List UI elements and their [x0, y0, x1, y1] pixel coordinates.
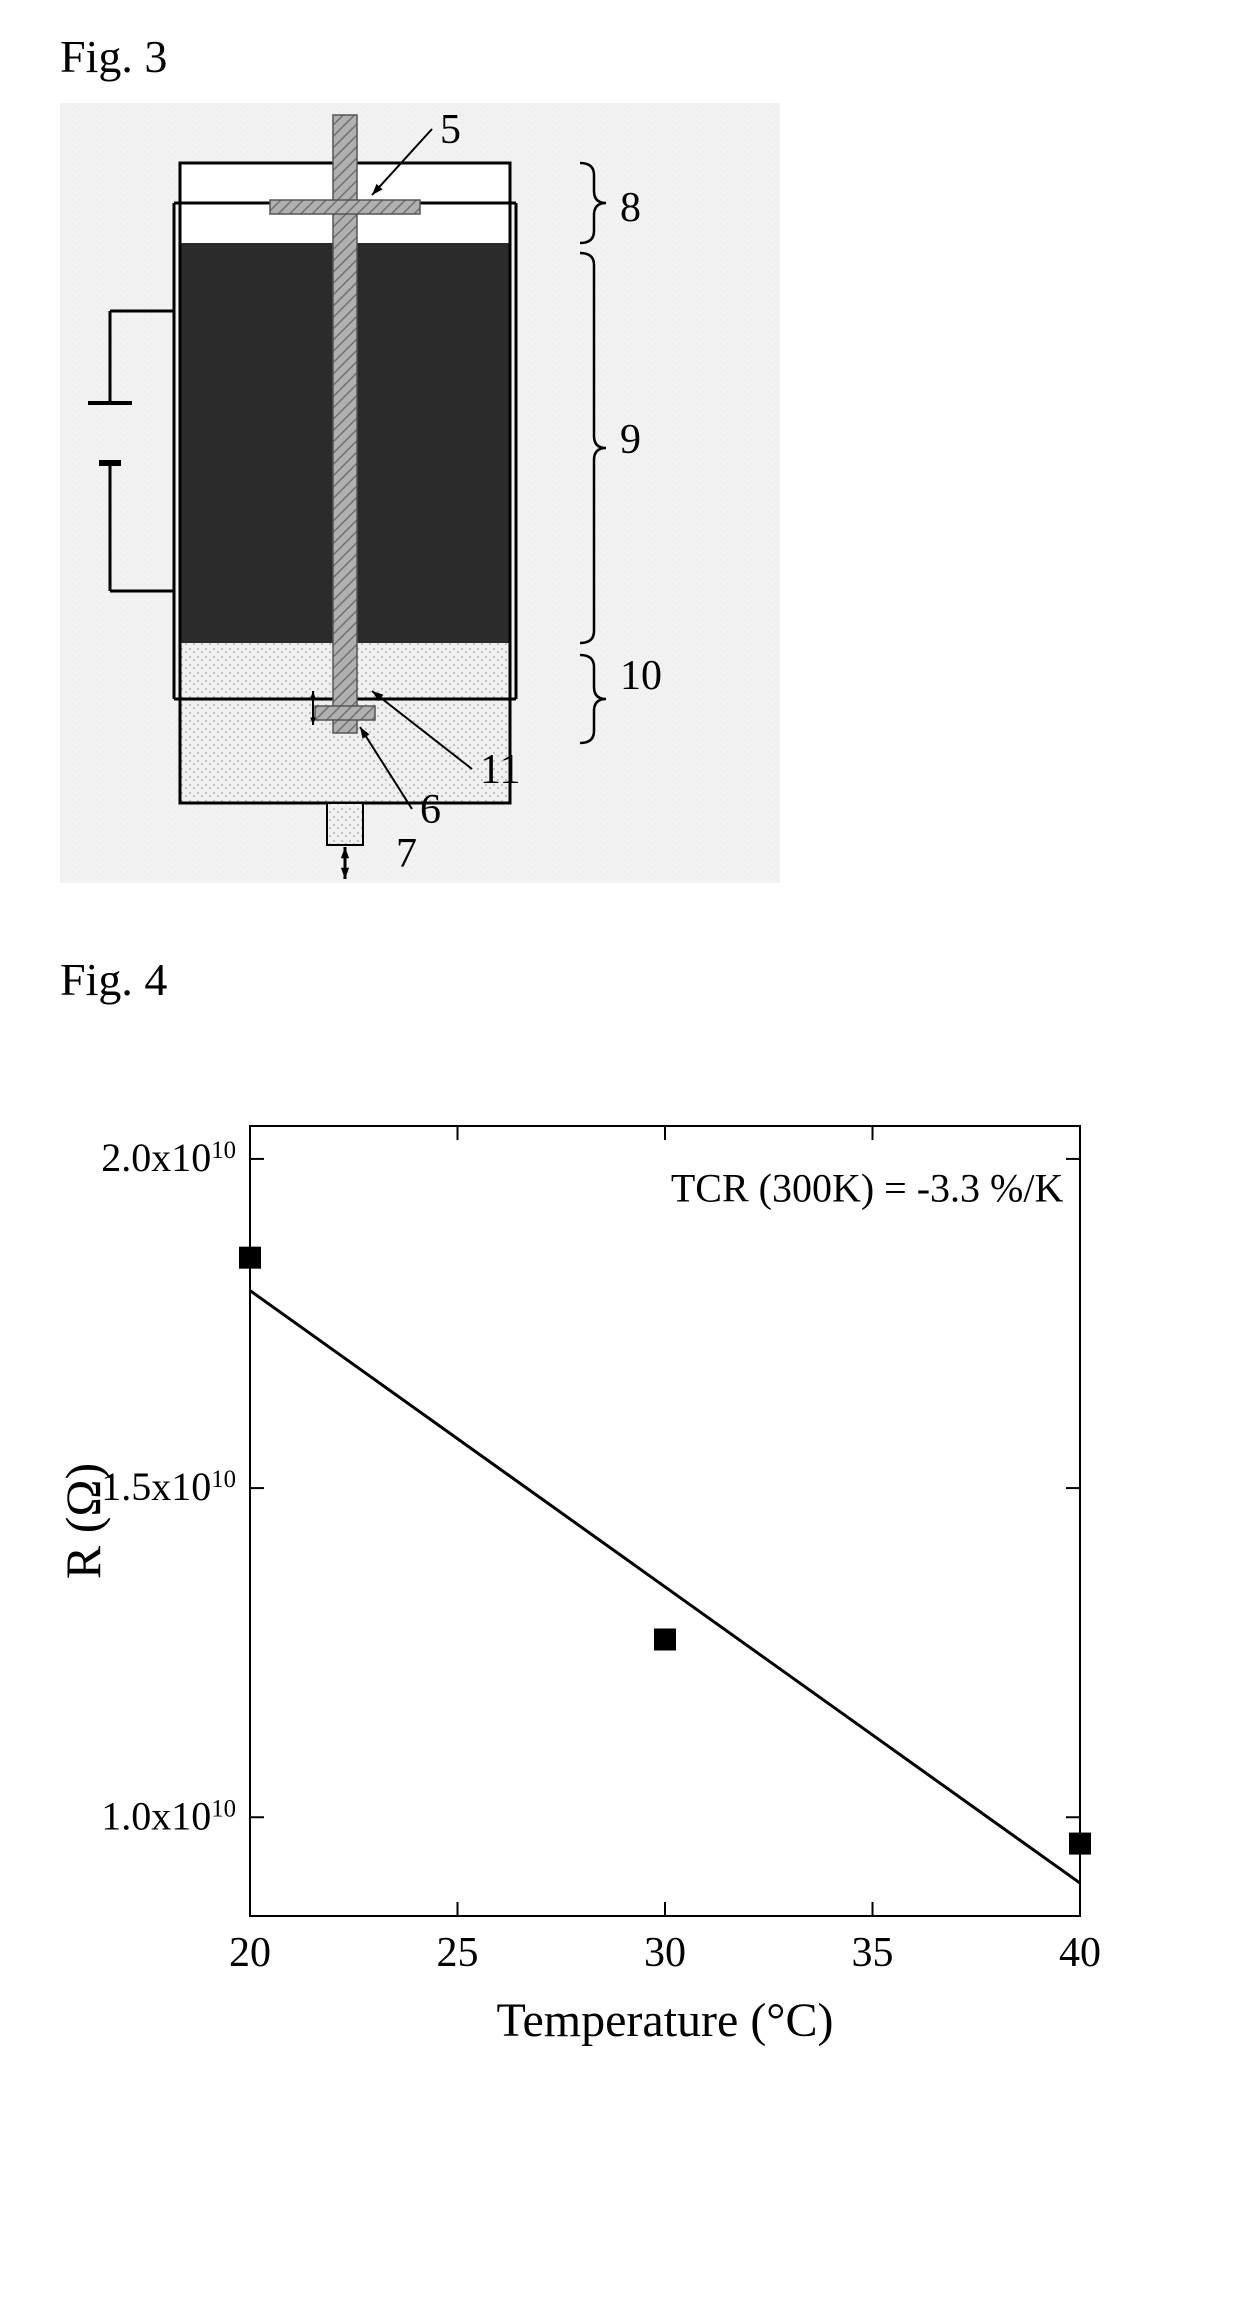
svg-text:30: 30: [644, 1930, 686, 1976]
svg-text:7: 7: [396, 831, 417, 877]
svg-text:TCR (300K) = -3.3 %/K: TCR (300K) = -3.3 %/K: [671, 1165, 1064, 1210]
svg-text:9: 9: [620, 417, 641, 463]
svg-text:20: 20: [229, 1930, 271, 1976]
fig4-label: Fig. 4: [60, 953, 1180, 1006]
svg-text:10: 10: [620, 653, 662, 699]
svg-text:8: 8: [620, 185, 641, 231]
svg-text:40: 40: [1059, 1930, 1101, 1976]
svg-text:25: 25: [437, 1930, 479, 1976]
svg-text:R (Ω): R (Ω): [60, 1463, 111, 1579]
fig4-chart: 2025303540Temperature (°C)1.0x10101.5x10…: [60, 1066, 1160, 2086]
svg-text:Temperature (°C): Temperature (°C): [496, 1994, 833, 2047]
svg-text:5: 5: [440, 107, 461, 153]
svg-text:6: 6: [420, 787, 441, 833]
fig3-container: 5 8 9 10 11 67: [60, 103, 780, 883]
svg-text:35: 35: [852, 1930, 894, 1976]
svg-text:11: 11: [480, 747, 520, 793]
fig3-label: Fig. 3: [60, 30, 1180, 83]
fig3-diagram: 5 8 9 10 11 67: [60, 103, 780, 883]
fig4-container: 2025303540Temperature (°C)1.0x10101.5x10…: [60, 1066, 1160, 2086]
